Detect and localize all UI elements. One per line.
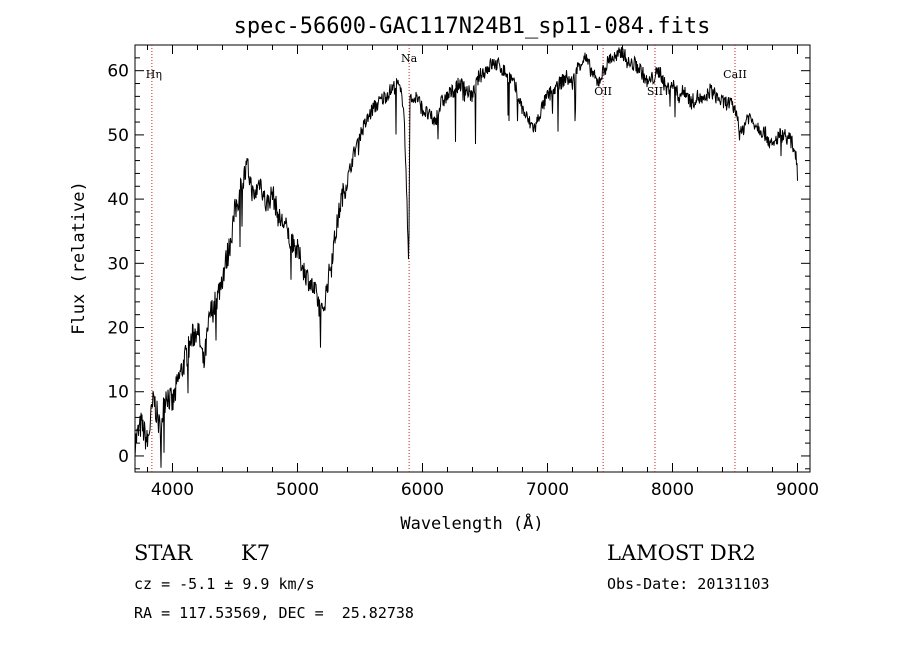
x-tick-label: 5000: [276, 480, 319, 500]
chart-title: spec-56600-GAC117N24B1_sp11-084.fits: [234, 14, 711, 39]
plot-area: 4000 5000 6000 7000 8000 9000 0 10 20 30 40 50 60 Hη N…: [107, 44, 819, 500]
x-tick-label: 9000: [776, 480, 819, 500]
plot-frame: [134, 44, 811, 473]
object-class: STAR: [134, 541, 193, 565]
reference-line-label: CaII: [723, 68, 747, 81]
y-tick-label: 30: [107, 254, 129, 274]
reference-line-label: OII: [594, 85, 612, 98]
reference-line-label: Na: [401, 52, 418, 65]
x-tick-label: 4000: [151, 480, 194, 500]
y-tick-label: 10: [107, 383, 129, 403]
coordinates: RA = 117.53569, DEC = 25.82738: [134, 604, 414, 622]
observation-date: Obs-Date: 20131103: [607, 575, 770, 593]
y-tick-label: 20: [107, 319, 129, 339]
survey-name: LAMOST DR2: [607, 541, 756, 565]
y-tick-label: 0: [118, 447, 129, 467]
reference-line-label: Hη: [146, 68, 162, 81]
spectral-subclass: K7: [241, 541, 271, 565]
y-tick-label: 50: [107, 126, 129, 146]
reference-line-label: SII: [647, 85, 663, 98]
x-axis-label: Wavelength (Å): [400, 512, 543, 534]
spectrum-line: [134, 47, 798, 468]
redshift-cz: cz = -5.1 ± 9.9 km/s: [134, 575, 315, 593]
y-tick-label: 40: [107, 190, 129, 210]
x-tick-label: 6000: [401, 480, 444, 500]
x-tick-label: 7000: [526, 480, 569, 500]
x-tick-label: 8000: [651, 480, 694, 500]
y-axis-label: Flux (relative): [69, 181, 89, 335]
y-tick-label: 60: [107, 62, 129, 82]
